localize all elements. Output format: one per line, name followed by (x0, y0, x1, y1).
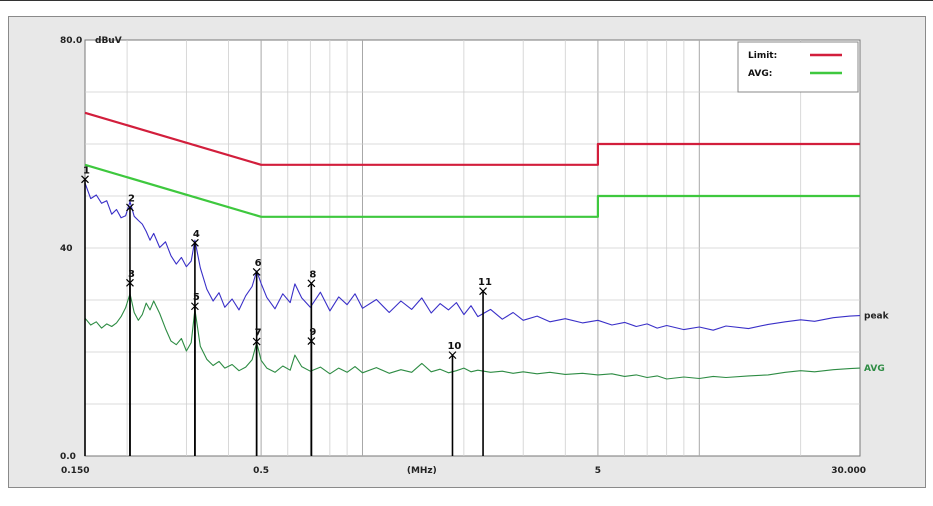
marker-label: 11 (478, 277, 492, 288)
marker-x (81, 175, 89, 184)
x-tick-label: 0.150 (61, 466, 89, 476)
marker-label: 5 (193, 292, 200, 303)
x-unit-label: (MHz) (407, 466, 437, 476)
marker-x (307, 279, 316, 288)
marker-label: 4 (193, 229, 200, 240)
marker-label: 3 (128, 269, 135, 280)
marker-x (479, 287, 487, 296)
marker-label: 10 (447, 341, 461, 352)
legend-label: Limit: (748, 51, 777, 61)
marker-x (126, 203, 134, 212)
series-line-limit (84, 111, 860, 166)
series-label-peak: peak (864, 312, 890, 322)
x-tick-label: 30.000 (831, 466, 866, 476)
marker-x (448, 351, 457, 360)
marker-label: 8 (309, 269, 316, 280)
marker-label: 2 (128, 193, 135, 204)
axis-layer: 80.0 40 0.0 dBuV 0.150 0.5 5 30.000 (MHz) (60, 36, 866, 476)
legend: Limit: AVG: (737, 41, 859, 93)
top-rule (0, 0, 933, 7)
series-layer: peak AVG (84, 111, 890, 380)
grid-lines (85, 40, 860, 456)
marker-x (252, 267, 261, 276)
y-tick-label: 40 (60, 244, 73, 254)
y-tick-label: 0.0 (60, 452, 76, 462)
marker-label: 7 (255, 328, 262, 339)
x-tick-label: 5 (595, 466, 601, 476)
marker-x (126, 278, 134, 287)
series-line-avg-limit (84, 163, 860, 218)
marker-x (307, 337, 316, 346)
series-line-peak (84, 182, 861, 331)
series-label-avg: AVG (864, 364, 885, 374)
marker-x (252, 337, 261, 346)
marker-layer: 1 2 3 4 5 6 7 8 9 10 11 (81, 165, 492, 456)
marker-label: 6 (255, 258, 262, 269)
marker-label: 9 (309, 327, 316, 338)
marker-x (190, 302, 199, 311)
marker-label: 1 (83, 165, 90, 176)
marker-x (190, 238, 199, 247)
legend-box (737, 41, 859, 93)
legend-label: AVG: (748, 69, 772, 79)
y-unit-label: dBuV (95, 36, 122, 46)
series-line-avg (84, 293, 861, 380)
y-tick-label: 80.0 (60, 36, 82, 46)
x-tick-label: 0.5 (253, 466, 269, 476)
